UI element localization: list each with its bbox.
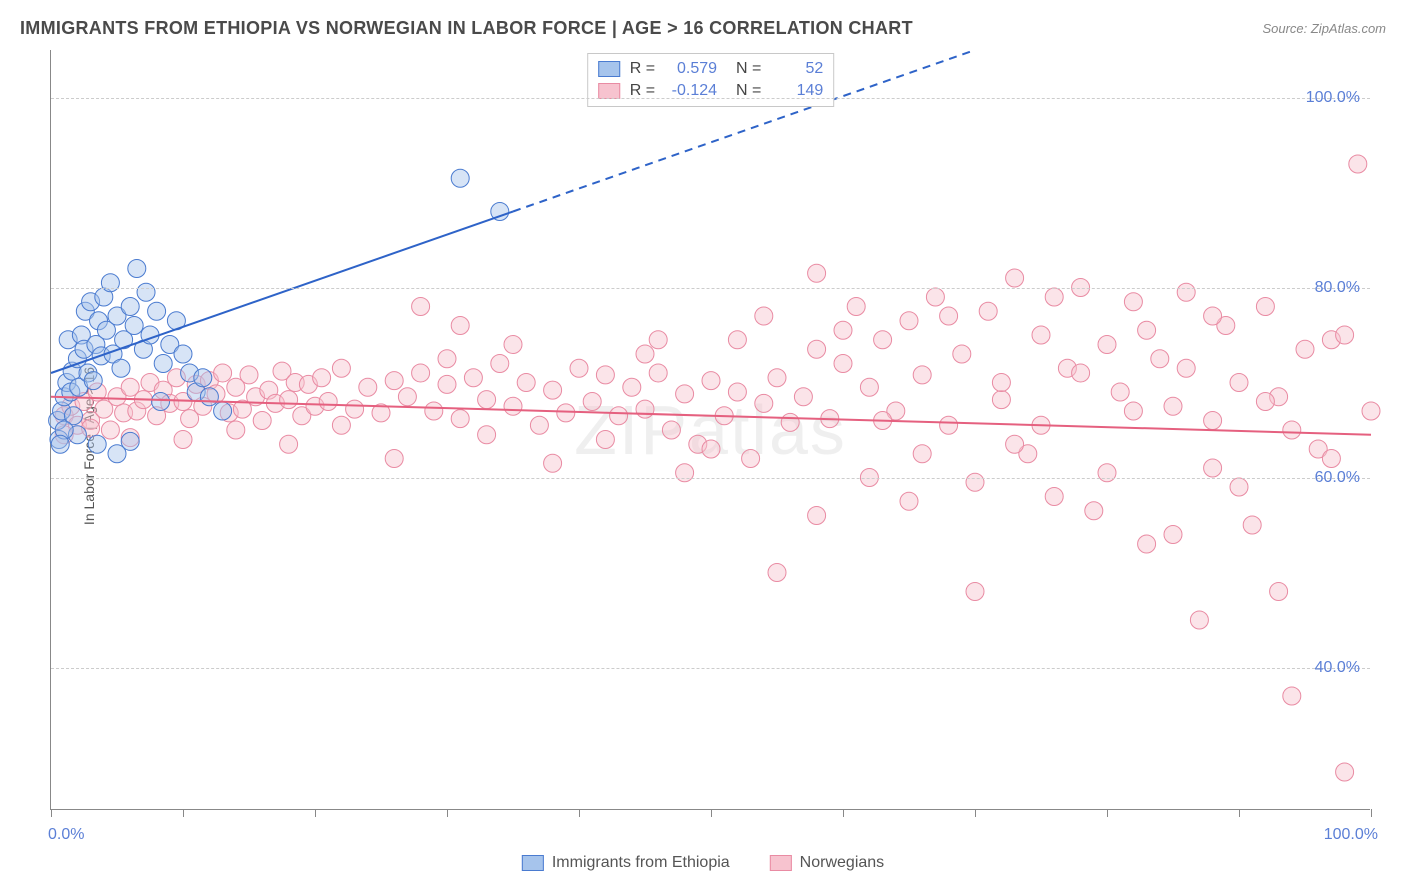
chart-svg [51, 50, 1370, 809]
n-value-pink: 149 [767, 80, 823, 102]
correlation-legend: R = 0.579 N = 52 R = -0.124 N = 149 [587, 53, 835, 107]
swatch-pink-icon [770, 855, 792, 871]
y-tick-label: 80.0% [1315, 279, 1360, 297]
chart-header: IMMIGRANTS FROM ETHIOPIA VS NORWEGIAN IN… [20, 18, 1386, 39]
series-legend: Immigrants from Ethiopia Norwegians [522, 854, 884, 872]
x-axis-min-label: 0.0% [48, 826, 84, 844]
n-label: N = [727, 58, 761, 80]
r-label: R = [630, 80, 655, 102]
swatch-blue [598, 61, 620, 77]
y-tick-label: 100.0% [1306, 89, 1360, 107]
source-attribution: Source: ZipAtlas.com [1262, 21, 1386, 36]
n-label: N = [727, 80, 761, 102]
scatter-plot-area: ZIPatlas R = 0.579 N = 52 R = -0.124 N =… [50, 50, 1370, 810]
r-value-pink: -0.124 [661, 80, 717, 102]
legend-item-pink: Norwegians [770, 854, 884, 872]
r-value-blue: 0.579 [661, 58, 717, 80]
swatch-blue-icon [522, 855, 544, 871]
legend-label-pink: Norwegians [800, 854, 884, 872]
chart-title: IMMIGRANTS FROM ETHIOPIA VS NORWEGIAN IN… [20, 18, 913, 39]
legend-label-blue: Immigrants from Ethiopia [552, 854, 730, 872]
legend-row-pink: R = -0.124 N = 149 [598, 80, 824, 102]
y-tick-label: 40.0% [1315, 659, 1360, 677]
legend-row-blue: R = 0.579 N = 52 [598, 58, 824, 80]
r-label: R = [630, 58, 655, 80]
legend-item-blue: Immigrants from Ethiopia [522, 854, 730, 872]
y-tick-label: 60.0% [1315, 469, 1360, 487]
n-value-blue: 52 [767, 58, 823, 80]
x-axis-max-label: 100.0% [1324, 826, 1378, 844]
